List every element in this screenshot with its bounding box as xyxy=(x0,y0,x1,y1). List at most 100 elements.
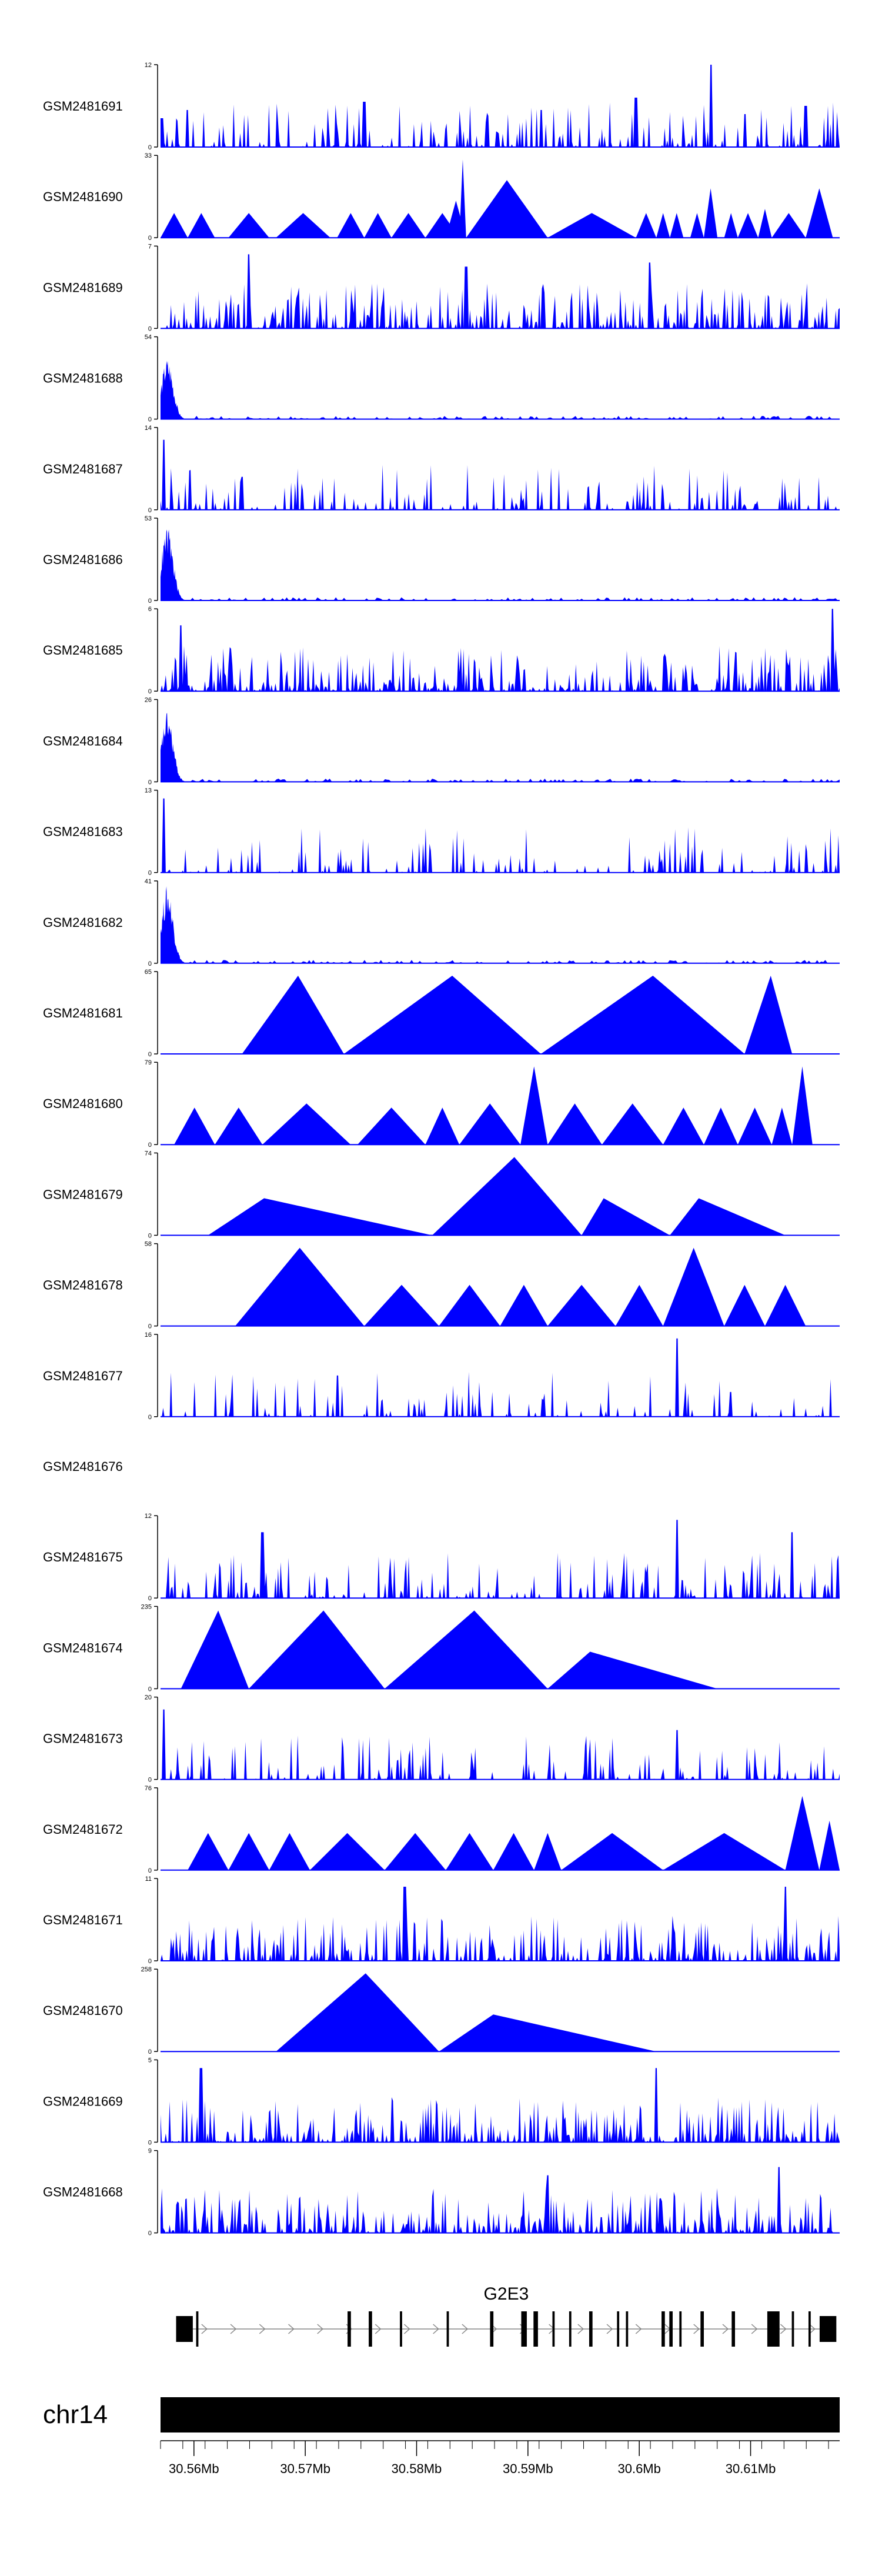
signal-peak xyxy=(161,213,188,238)
signal-peak xyxy=(364,213,392,238)
strand-arrow-icon xyxy=(403,2324,410,2334)
signal-peak xyxy=(534,1833,562,1870)
signal-peak xyxy=(704,188,718,238)
signal-area xyxy=(161,361,840,419)
signal-peak xyxy=(724,1284,765,1326)
signal-peak xyxy=(764,1284,806,1326)
track-GSM2481685: GSM2481685 6 0 xyxy=(43,606,840,695)
track-GSM2481670: GSM2481670 258 0 xyxy=(43,1966,840,2056)
strand-arrow-icon xyxy=(259,2324,266,2334)
y-max-label: 13 xyxy=(145,788,152,795)
signal-peak xyxy=(446,1833,493,1870)
signal-peak xyxy=(269,1833,310,1870)
signal-peak xyxy=(636,213,657,238)
y-min-label: 0 xyxy=(148,144,152,151)
x-tick-label: 30.56Mb xyxy=(169,2461,219,2476)
track-GSM2481680: GSM2481680 79 0 xyxy=(43,1059,840,1149)
signal-area xyxy=(161,2167,840,2233)
y-min-label: 0 xyxy=(148,870,152,877)
exon xyxy=(348,2311,351,2347)
y-min-label: 0 xyxy=(148,960,152,967)
signal-peak xyxy=(547,1651,718,1689)
strand-arrow-icon xyxy=(751,2324,758,2334)
y-max-label: 33 xyxy=(145,152,152,159)
signal-area xyxy=(161,529,840,600)
signal-peak xyxy=(228,1833,269,1870)
exon xyxy=(176,2316,193,2342)
signal-peak xyxy=(744,976,793,1054)
strand-arrow-icon xyxy=(577,2324,584,2334)
exon xyxy=(767,2311,780,2347)
signal-peak xyxy=(670,213,684,238)
track-label: GSM2481685 xyxy=(43,643,123,658)
signal-peak xyxy=(547,213,636,238)
signal-peak xyxy=(215,1107,263,1145)
strand-arrow-icon xyxy=(462,2324,469,2334)
strand-arrow-icon xyxy=(693,2324,700,2334)
exon xyxy=(569,2311,572,2347)
y-min-label: 0 xyxy=(148,688,152,695)
signal-peak xyxy=(181,1610,249,1689)
track-label: GSM2481668 xyxy=(43,2185,123,2200)
exon xyxy=(662,2311,665,2347)
signal-peak xyxy=(188,213,215,238)
y-max-label: 9 xyxy=(148,2148,152,2155)
track-label: GSM2481674 xyxy=(43,1640,123,1655)
exon xyxy=(490,2311,494,2347)
signal-peak xyxy=(391,213,426,238)
track-GSM2481676: GSM2481676 xyxy=(43,1459,123,1474)
chromosome-axis: chr14 30.56Mb 30.57Mb 30.58Mb 30.59Mb 30.6Mb 3… xyxy=(43,2397,840,2476)
signal-peak xyxy=(547,1103,602,1145)
track-label: GSM2481677 xyxy=(43,1369,123,1383)
exon xyxy=(617,2311,620,2347)
signal-area xyxy=(161,2068,840,2143)
signal-peak xyxy=(262,1103,351,1145)
track-GSM2481688: GSM2481688 54 0 xyxy=(43,334,840,423)
chromosome-name: chr14 xyxy=(43,2400,108,2429)
signal-peak xyxy=(385,1833,446,1870)
signal-peak xyxy=(276,213,330,238)
x-tick-label: 30.57Mb xyxy=(280,2461,330,2476)
signal-peak xyxy=(663,1247,724,1326)
strand-arrow-icon xyxy=(722,2324,729,2334)
y-min-label: 0 xyxy=(148,1051,152,1058)
exon xyxy=(446,2311,449,2347)
track-GSM2481690: GSM2481690 33 0 xyxy=(43,152,840,242)
signal-peak xyxy=(242,976,344,1054)
signal-peak xyxy=(364,1284,439,1326)
y-min-label: 0 xyxy=(148,1232,152,1239)
y-min-label: 0 xyxy=(148,1777,152,1784)
y-max-label: 7 xyxy=(148,243,152,250)
signal-area xyxy=(161,798,840,873)
exon xyxy=(533,2311,538,2347)
track-label: GSM2481673 xyxy=(43,1731,123,1746)
signal-peak xyxy=(188,1833,229,1870)
signal-peak xyxy=(357,1107,426,1145)
signal-peak xyxy=(547,1284,616,1326)
track-label: GSM2481681 xyxy=(43,1006,123,1020)
signal-peak xyxy=(425,1107,460,1145)
strand-arrow-icon xyxy=(635,2324,642,2334)
y-min-label: 0 xyxy=(148,779,152,786)
signal-peak xyxy=(337,213,365,238)
track-label: GSM2481683 xyxy=(43,825,123,839)
track-GSM2481675: GSM2481675 12 0 xyxy=(43,1513,840,1602)
chromosome-bar xyxy=(161,2397,840,2432)
x-tick-label: 30.58Mb xyxy=(392,2461,442,2476)
y-max-label: 12 xyxy=(145,62,152,69)
track-GSM2481671: GSM2481671 11 0 xyxy=(43,1876,840,1965)
signal-peak xyxy=(670,1198,786,1236)
track-label: GSM2481678 xyxy=(43,1278,123,1293)
y-min-label: 0 xyxy=(148,325,152,332)
x-tick-label: 30.6Mb xyxy=(617,2461,660,2476)
track-label: GSM2481686 xyxy=(43,552,123,567)
track-GSM2481678: GSM2481678 58 0 xyxy=(43,1241,840,1330)
exon xyxy=(791,2311,794,2347)
strand-arrow-icon xyxy=(375,2324,382,2334)
signal-peak xyxy=(758,209,772,238)
exon xyxy=(196,2311,199,2347)
y-min-label: 0 xyxy=(148,1142,152,1149)
track-label: GSM2481688 xyxy=(43,371,123,386)
y-max-label: 41 xyxy=(145,878,152,885)
x-tick-label: 30.59Mb xyxy=(503,2461,553,2476)
